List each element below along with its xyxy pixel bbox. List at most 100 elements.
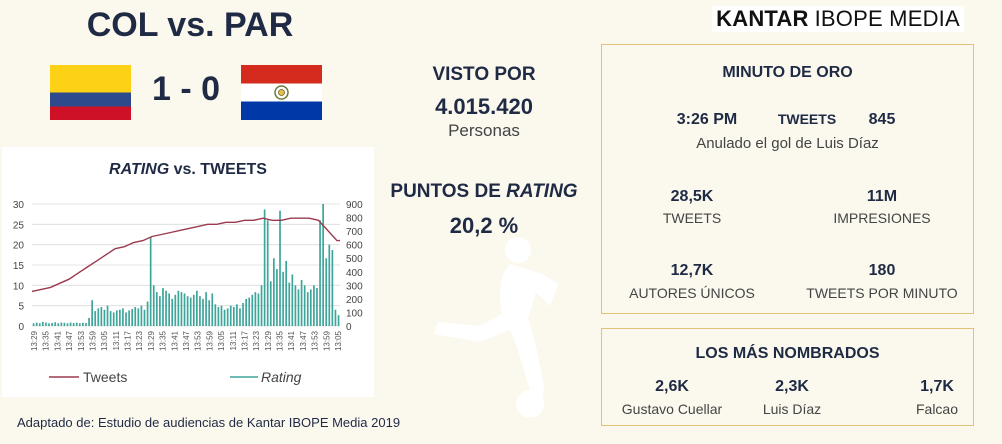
rating-bar bbox=[220, 305, 223, 326]
rating-points-label: PUNTOS DE RATING bbox=[378, 181, 590, 203]
y-left-tick-label: 30 bbox=[13, 200, 25, 211]
rating-bar bbox=[57, 323, 60, 326]
minuto-time: 3:26 PM bbox=[676, 111, 738, 128]
rating-bar bbox=[109, 311, 112, 326]
y-right-tick-label: 400 bbox=[346, 268, 363, 279]
chart-title-rest: vs. TWEETS bbox=[169, 161, 267, 178]
rating-bar bbox=[186, 296, 189, 326]
rating-bar bbox=[202, 298, 204, 326]
rating-bar bbox=[72, 323, 75, 326]
y-left-tick-label: 25 bbox=[13, 220, 25, 231]
rating-bar bbox=[285, 260, 288, 326]
x-tick-label: 13:29 bbox=[147, 330, 156, 351]
rating-bar bbox=[60, 322, 63, 326]
x-tick-label: 13:29 bbox=[264, 330, 273, 351]
rating-bar bbox=[337, 315, 340, 326]
rating-bar bbox=[196, 290, 198, 326]
rating-bar bbox=[82, 322, 84, 326]
rating-bar bbox=[54, 322, 57, 326]
x-tick-label: 13:53 bbox=[311, 330, 320, 351]
y-right-tick-label: 100 bbox=[346, 308, 363, 319]
rating-bar bbox=[183, 293, 186, 326]
rating-bar bbox=[168, 293, 170, 326]
rating-bar bbox=[51, 323, 53, 326]
x-tick-label: 13:41 bbox=[170, 330, 179, 351]
rating-bar bbox=[205, 292, 207, 326]
match-score: 1 - 0 bbox=[151, 70, 221, 108]
rating-bar bbox=[245, 298, 247, 326]
nombrados-title: LOS MÁS NOMBRADOS bbox=[695, 345, 880, 362]
rating-bar bbox=[143, 309, 146, 326]
rating-bar bbox=[236, 304, 238, 326]
rating-bar bbox=[63, 322, 66, 326]
person-count: 2,3K bbox=[775, 378, 809, 395]
person-count: 2,6K bbox=[655, 378, 689, 395]
rating-bar bbox=[276, 269, 278, 326]
tweets-line bbox=[31, 217, 340, 293]
y-right-tick-label: 900 bbox=[346, 200, 363, 211]
rating-vs-tweets-chart: RATING vs. TWEETS 0 5 10 15 20 25 30 0 100 200 300… bbox=[2, 147, 374, 397]
x-tick-label: 13:35 bbox=[276, 330, 285, 351]
rating-bar bbox=[217, 307, 220, 326]
y-right-tick-label: 600 bbox=[346, 241, 363, 252]
rating-bar bbox=[159, 296, 161, 326]
rating-bar bbox=[260, 285, 263, 326]
rating-bar bbox=[162, 288, 164, 326]
x-tick-label: 13:59 bbox=[88, 330, 97, 351]
rating-bar bbox=[103, 309, 106, 326]
stat-value: 11M bbox=[866, 188, 898, 205]
rating-bar bbox=[288, 282, 291, 326]
rating-bar bbox=[88, 317, 90, 326]
y-left-tick-label: 20 bbox=[13, 241, 25, 252]
rating-bar bbox=[128, 310, 130, 326]
rating-bar bbox=[115, 310, 118, 326]
x-tick-label: 13:05 bbox=[217, 330, 226, 351]
rating-bar bbox=[119, 309, 121, 326]
rating-bar bbox=[257, 293, 260, 326]
rating-bar bbox=[208, 300, 211, 326]
rating-bar bbox=[140, 305, 143, 326]
x-tick-label: 13:47 bbox=[299, 330, 308, 351]
rating-bar bbox=[294, 285, 297, 326]
rating-bar bbox=[48, 323, 50, 326]
y-left-tick-label: 10 bbox=[13, 281, 25, 292]
stat-label: TWEETS POR MINUTO bbox=[806, 285, 958, 301]
mas-nombrados-panel: LOS MÁS NOMBRADOS 2,6K Gustavo Cuellar 2… bbox=[601, 328, 974, 426]
x-tick-label: 13:59 bbox=[205, 330, 214, 351]
rating-bar bbox=[94, 311, 97, 326]
rating-bar bbox=[125, 312, 127, 326]
rating-bar bbox=[171, 298, 174, 326]
rating-bar bbox=[180, 292, 183, 326]
x-tick-label: 13:11 bbox=[112, 330, 121, 350]
minuto-de-oro-panel: MINUTO DE ORO 3:26 PM TWEETS 845 Anulado… bbox=[601, 44, 974, 314]
colombia-flag-icon bbox=[50, 65, 131, 120]
rating-bar bbox=[100, 307, 103, 326]
rating-bar bbox=[106, 305, 109, 326]
rating-bar bbox=[174, 294, 177, 326]
minuto-tweets-label: TWEETS bbox=[777, 111, 837, 127]
rating-bar bbox=[322, 204, 324, 326]
rating-bar bbox=[214, 304, 217, 326]
chart-title: RATING vs. TWEETS bbox=[2, 161, 374, 179]
brand-rest: IBOPE MEDIA bbox=[814, 6, 960, 31]
x-tick-label: 13:59 bbox=[322, 330, 331, 351]
y-left-tick-label: 15 bbox=[13, 261, 25, 272]
rating-bar bbox=[313, 285, 315, 326]
kantar-ibope-logo: KANTAR IBOPE MEDIA bbox=[712, 6, 964, 32]
rating-bar bbox=[155, 292, 158, 326]
x-tick-label: 13:11 bbox=[229, 330, 238, 350]
y-right-tick-label: 800 bbox=[346, 214, 363, 225]
source-note: Adaptado de: Estudio de audiencias de Ka… bbox=[17, 415, 401, 430]
rating-bar bbox=[69, 322, 72, 326]
rating-bar bbox=[152, 285, 155, 326]
rating-bar bbox=[66, 323, 69, 326]
rating-bar bbox=[97, 308, 100, 326]
rating-bar bbox=[131, 309, 134, 326]
x-tick-label: 13:47 bbox=[182, 330, 191, 351]
rating-bar bbox=[35, 322, 38, 326]
rating-bar bbox=[226, 308, 229, 326]
stat-value: 180 bbox=[868, 262, 896, 279]
chart-plot: 0510152025300100200300400500600700800900… bbox=[13, 200, 363, 385]
rating-bar bbox=[282, 271, 284, 326]
rating-bar bbox=[303, 285, 306, 326]
